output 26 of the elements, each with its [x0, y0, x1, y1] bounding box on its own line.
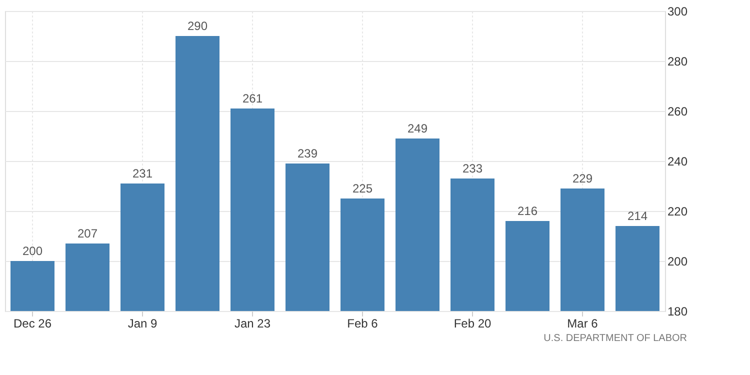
data-label: 214: [627, 209, 648, 223]
data-label: 233: [462, 162, 483, 176]
y-tick-label: 240: [668, 154, 688, 168]
data-label: 249: [407, 122, 428, 136]
x-tick-label: Feb 20: [454, 316, 492, 330]
data-label: 207: [77, 226, 98, 240]
data-label: 290: [187, 19, 208, 33]
data-label: 225: [352, 182, 373, 196]
y-tick-label: 280: [668, 54, 688, 68]
y-tick-label: 220: [668, 204, 688, 218]
x-tick-label: Jan 9: [128, 316, 158, 330]
data-label: 261: [242, 92, 263, 106]
x-tick-label: Jan 23: [234, 316, 271, 330]
data-label: 231: [132, 166, 153, 180]
y-tick-label: 300: [668, 4, 688, 18]
x-tick-label: Mar 6: [567, 316, 598, 330]
data-label: 200: [22, 244, 43, 258]
data-label: 216: [517, 204, 538, 218]
x-tick-label: Dec 26: [13, 316, 52, 330]
y-tick-label: 180: [668, 304, 688, 318]
x-tick-label: Feb 6: [347, 316, 378, 330]
y-tick-label: 260: [668, 104, 688, 118]
text: U.S. DEPARTMENT OF LABOR: [544, 333, 688, 344]
data-label: 239: [297, 146, 318, 160]
y-tick-label: 200: [668, 254, 688, 268]
data-label: 229: [572, 172, 593, 186]
